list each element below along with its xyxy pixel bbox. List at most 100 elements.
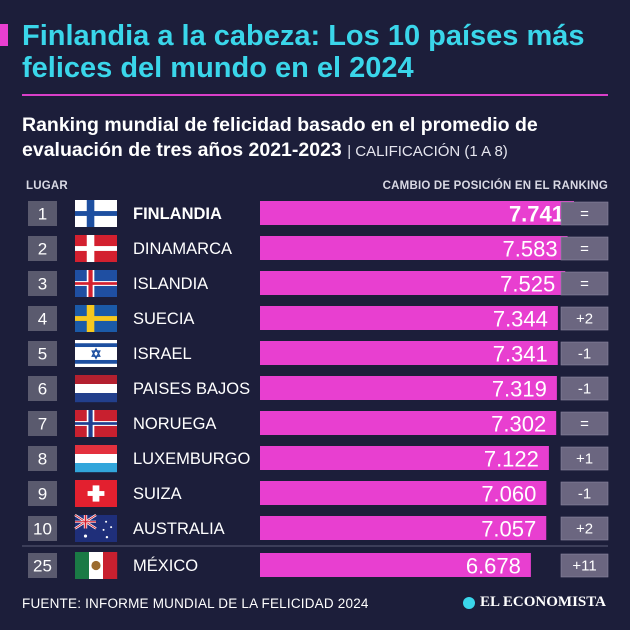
change-box: [560, 553, 609, 578]
flag-star: [110, 526, 113, 529]
norway-flag-icon: [75, 410, 117, 437]
rank-box: [28, 236, 57, 261]
change-label: =: [580, 276, 589, 293]
value-label: 7.060: [481, 482, 536, 507]
rank-box: [28, 446, 57, 471]
value-label: 7.122: [484, 447, 539, 472]
ranking-row: 8 LUXEMBURGO 7.122 +1: [28, 445, 609, 473]
value-bar: [260, 446, 549, 470]
page-title: Finlandia a la cabeza: Los 10 países más…: [22, 20, 585, 84]
country-label: MÉXICO: [133, 556, 198, 575]
flag-cross-inner: [75, 282, 117, 285]
change-label: -1: [578, 381, 591, 398]
change-column-header: CAMBIO DE POSICIÓN EN EL RANKING: [382, 180, 608, 192]
change-box: [560, 236, 609, 261]
iceland-flag-icon: [75, 270, 117, 297]
brand-logo: EL ECONOMISTA: [463, 594, 606, 611]
chart-subtitle: Ranking mundial de felicidad basado en e…: [22, 113, 618, 164]
change-box: [560, 446, 609, 471]
australia-flag-icon: [74, 513, 117, 542]
country-label: SUECIA: [133, 310, 194, 328]
country-label: ISRAEL: [133, 345, 192, 363]
change-label: +2: [576, 521, 593, 538]
country-label: DINAMARCA: [133, 240, 232, 258]
flag-star: [105, 535, 109, 539]
rank-number: 1: [38, 205, 47, 224]
change-box: [560, 306, 609, 331]
country-label: AUSTRALIA: [133, 520, 225, 538]
flag-cross: [75, 521, 96, 523]
rank-number: 3: [38, 275, 47, 294]
value-bar: [260, 553, 531, 577]
value-bar: [260, 481, 547, 505]
value-label: 7.741: [509, 202, 564, 227]
change-label: +2: [576, 311, 593, 328]
flag-stripe: [75, 343, 117, 348]
value-label: 7.302: [491, 412, 546, 437]
rank-box: [28, 553, 57, 578]
flag-stripe: [75, 445, 117, 454]
rank-number: 9: [38, 485, 47, 504]
ranking-row: 4 SUECIA 7.344 +2: [28, 305, 609, 332]
flag-stripe: [75, 375, 117, 384]
value-bar: [260, 201, 574, 225]
country-label: FINLANDIA: [133, 205, 222, 223]
rank-box: [28, 411, 57, 436]
rank-number: 5: [38, 345, 47, 364]
flag-stripe: [75, 454, 117, 463]
ranking-row: 6 PAISES BAJOS 7.319 -1: [28, 375, 609, 403]
ranking-row: 10 AUSTRALIA 7.057 +2: [28, 513, 609, 542]
flag-star: [102, 528, 105, 531]
flag-cross: [75, 246, 117, 251]
switzerland-flag-icon: [75, 480, 117, 507]
value-bar: [260, 376, 557, 400]
value-label: 7.344: [493, 307, 548, 332]
ranking-row: 3 ISLANDIA 7.525 =: [28, 270, 609, 297]
source-note: FUENTE: INFORME MUNDIAL DE LA FELICIDAD …: [22, 596, 369, 611]
change-box: [560, 201, 609, 226]
rank-box: [28, 481, 57, 506]
title-accent-bar: [0, 24, 8, 46]
rank-column-header: LUGAR: [26, 180, 68, 192]
flag-cross: [75, 316, 117, 321]
sweden-flag-icon: [75, 305, 117, 332]
star-of-david: [91, 350, 101, 360]
brand-icon: [463, 596, 475, 609]
rank-box: [28, 201, 57, 226]
rank-number: 10: [33, 520, 52, 539]
value-label: 7.525: [500, 272, 555, 297]
flag-stripe: [75, 393, 117, 403]
value-label: 7.057: [481, 517, 536, 542]
change-label: +11: [572, 558, 596, 575]
value-label: 7.341: [493, 342, 548, 367]
change-label: -1: [578, 486, 591, 503]
country-label: PAISES BAJOS: [133, 380, 250, 398]
rank-box: [28, 516, 57, 541]
rank-number: 6: [38, 380, 47, 399]
change-box: [560, 411, 609, 436]
flag-cross-inner: [75, 422, 117, 425]
country-label: ISLANDIA: [133, 275, 208, 293]
change-label: +1: [576, 451, 593, 468]
flag-star: [105, 520, 108, 523]
change-box: [560, 481, 609, 506]
rank-number: 8: [38, 450, 47, 469]
flag-stripe: [75, 384, 117, 393]
ranking-row: 25 MÉXICO 6.678 +11: [28, 552, 609, 579]
value-bar: [260, 236, 568, 260]
change-box: [560, 376, 609, 401]
subtitle-note: | CALIFICACIÓN (1 A 8): [347, 143, 508, 160]
rank-box: [28, 271, 57, 296]
ranking-row: 2 DINAMARCA 7.583 =: [28, 235, 609, 262]
ranking-row: 1 FINLANDIA 7.741 =: [28, 200, 609, 227]
mexico-flag-icon: [75, 552, 118, 579]
flag-star: [83, 534, 88, 538]
value-label: 7.583: [503, 237, 558, 262]
rank-box: [28, 341, 57, 366]
flag-cross: [75, 211, 117, 216]
finland-flag-icon: [75, 200, 117, 227]
flag-stripe: [103, 552, 118, 579]
star-of-david: [91, 347, 101, 357]
luxembourg-flag-icon: [75, 445, 117, 473]
